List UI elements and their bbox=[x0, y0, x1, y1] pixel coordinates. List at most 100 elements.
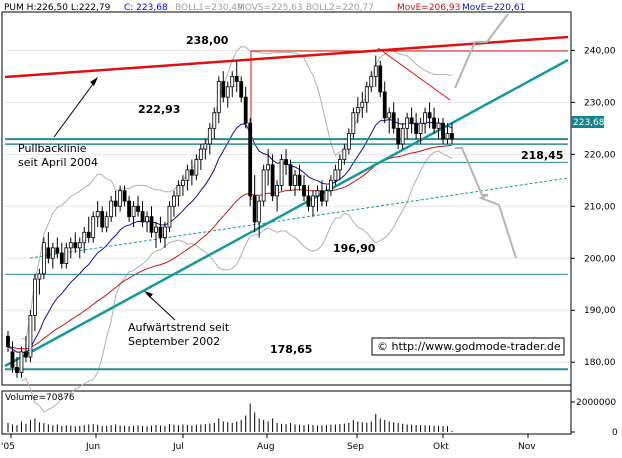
copyright-text[interactable]: © http://www.godmode-trader.de bbox=[377, 340, 561, 353]
candle bbox=[158, 216, 163, 243]
candle bbox=[279, 154, 284, 191]
candle bbox=[436, 117, 441, 139]
header-boll1: BOLL1=230,49 bbox=[175, 3, 243, 13]
candle bbox=[77, 237, 82, 259]
candle bbox=[257, 195, 262, 238]
candle-body-up bbox=[28, 315, 33, 358]
candle bbox=[414, 112, 419, 139]
candle bbox=[297, 164, 302, 191]
candle-body-up bbox=[400, 127, 405, 145]
candle-body-up bbox=[279, 159, 284, 186]
candle bbox=[136, 195, 140, 217]
candle-body-up bbox=[369, 75, 374, 88]
svg-text:PUM H:226,50 L:222,79: PUM H:226,50 L:222,79 bbox=[4, 3, 111, 13]
candle-body-up bbox=[293, 174, 297, 186]
candle-body-up bbox=[41, 242, 46, 275]
candle-body-down bbox=[55, 247, 60, 254]
candle-body-up bbox=[225, 86, 230, 98]
candle bbox=[284, 149, 288, 176]
candle-body-down bbox=[243, 96, 248, 124]
candle-body-up bbox=[91, 216, 96, 238]
candle bbox=[288, 159, 293, 191]
volume-tick-label: 2000000 bbox=[576, 398, 616, 408]
candle bbox=[131, 201, 136, 228]
header-legend: PUM H:226,50 L:222,79 C: 223,68 BOLL1=23… bbox=[4, 3, 525, 13]
forecast-up-arrow bbox=[454, 13, 509, 89]
candle bbox=[73, 232, 78, 254]
candle-body-up bbox=[360, 101, 365, 108]
copyright-box bbox=[371, 337, 565, 356]
header-movs: MOVS=225,63 bbox=[237, 3, 303, 13]
candle bbox=[181, 175, 185, 196]
candle bbox=[306, 185, 311, 212]
candle-body-up bbox=[154, 226, 158, 233]
candle-body-up bbox=[315, 190, 320, 197]
uptrend-arrow-head bbox=[144, 291, 153, 298]
volume-label: Volume=70876 bbox=[5, 393, 75, 403]
candle-body-up bbox=[230, 75, 235, 88]
last-price-tag bbox=[571, 116, 604, 128]
candle bbox=[252, 175, 257, 233]
candle bbox=[216, 76, 221, 124]
candle-body-up bbox=[167, 205, 172, 228]
header-move1: MovE=206,93 bbox=[397, 3, 460, 13]
candles bbox=[6, 55, 454, 378]
pullback-annotation-line1: Pullbacklinie bbox=[18, 142, 87, 155]
candle-body-up bbox=[342, 148, 347, 160]
candle-body-down bbox=[284, 159, 288, 166]
candle bbox=[122, 185, 127, 207]
candle-body-down bbox=[86, 231, 91, 238]
candle-body-down bbox=[306, 195, 311, 207]
candle bbox=[109, 195, 114, 222]
candle bbox=[351, 107, 356, 139]
candle bbox=[68, 237, 73, 259]
candle-body-up bbox=[176, 185, 181, 197]
candle-body-down bbox=[378, 65, 383, 93]
candle bbox=[6, 331, 10, 352]
candle bbox=[230, 71, 235, 98]
candle bbox=[194, 154, 199, 181]
candle bbox=[234, 60, 239, 92]
candle-body-down bbox=[100, 211, 105, 228]
candle bbox=[391, 102, 396, 134]
candle bbox=[400, 123, 405, 150]
bollinger-upper-band bbox=[21, 46, 453, 341]
candle-body-down bbox=[10, 351, 15, 368]
candle bbox=[441, 117, 445, 144]
candle-body-up bbox=[82, 231, 87, 244]
candle bbox=[55, 237, 60, 259]
candle-body-down bbox=[239, 81, 244, 98]
candle-body-up bbox=[445, 133, 450, 140]
candle-body-up bbox=[95, 211, 100, 218]
x-tick-label: Sep bbox=[347, 442, 364, 452]
candle bbox=[432, 107, 436, 134]
candle-body-up bbox=[68, 242, 73, 249]
candle bbox=[320, 180, 324, 207]
candle-body-up bbox=[77, 242, 82, 249]
candle-body-up bbox=[33, 278, 37, 316]
candle bbox=[37, 268, 42, 295]
candle-body-up bbox=[198, 148, 203, 160]
candle-body-down bbox=[189, 169, 194, 176]
candle-body-up bbox=[261, 169, 266, 202]
candle bbox=[100, 206, 105, 233]
candle-body-up bbox=[185, 169, 190, 181]
candle-body-up bbox=[275, 185, 279, 197]
candle bbox=[337, 154, 342, 181]
candle-body-down bbox=[136, 205, 140, 212]
candle-body-down bbox=[24, 351, 28, 358]
x-tick-label: '05 bbox=[1, 442, 15, 452]
candle-body-up bbox=[324, 190, 329, 202]
y-tick-label: 230,00 bbox=[584, 98, 616, 108]
candle bbox=[82, 227, 87, 254]
y-tick-label: 180,00 bbox=[584, 358, 616, 368]
candle bbox=[118, 185, 123, 212]
candle bbox=[445, 123, 450, 144]
forecast-arrows bbox=[454, 13, 517, 259]
candle bbox=[427, 102, 432, 129]
candle-body-down bbox=[382, 91, 387, 119]
candle bbox=[198, 143, 203, 170]
candle bbox=[382, 81, 387, 124]
x-tick-label: Jun bbox=[85, 442, 100, 452]
